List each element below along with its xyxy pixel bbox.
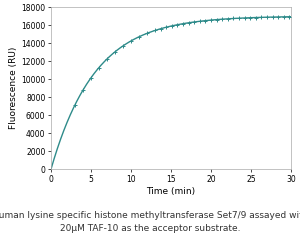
Text: Human lysine specific histone methyltransferase Set7/9 assayed with
20μM TAF-10 : Human lysine specific histone methyltran… [0, 211, 300, 233]
X-axis label: Time (min): Time (min) [146, 187, 196, 196]
Y-axis label: Fluorescence (RU): Fluorescence (RU) [9, 47, 18, 129]
